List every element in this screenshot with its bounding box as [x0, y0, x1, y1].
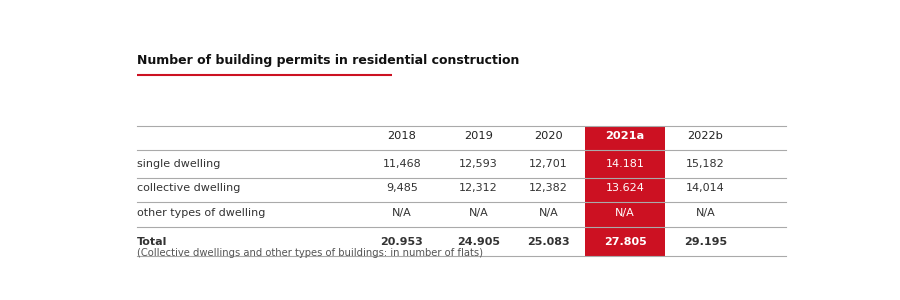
- Text: 15,182: 15,182: [686, 159, 724, 169]
- Text: 29.195: 29.195: [684, 237, 727, 247]
- Text: 11,468: 11,468: [382, 159, 421, 169]
- Text: N/A: N/A: [469, 208, 489, 218]
- Text: Total: Total: [137, 237, 167, 247]
- Text: N/A: N/A: [616, 208, 635, 218]
- Text: other types of dwelling: other types of dwelling: [137, 208, 266, 218]
- Text: 27.805: 27.805: [604, 237, 646, 247]
- Text: Number of building permits in residential construction: Number of building permits in residentia…: [137, 55, 519, 68]
- Text: collective dwelling: collective dwelling: [137, 184, 240, 194]
- Text: 12,312: 12,312: [459, 184, 498, 194]
- Text: (Collective dwellings and other types of buildings: in number of flats): (Collective dwellings and other types of…: [137, 248, 483, 258]
- Text: 14,014: 14,014: [686, 184, 724, 194]
- Text: 13.624: 13.624: [606, 184, 644, 194]
- Text: 2018: 2018: [388, 131, 417, 142]
- Text: 2022b: 2022b: [688, 131, 724, 142]
- Text: single dwelling: single dwelling: [137, 159, 220, 169]
- Text: 2021a: 2021a: [606, 131, 644, 142]
- Text: 9,485: 9,485: [386, 184, 418, 194]
- Text: N/A: N/A: [696, 208, 716, 218]
- Text: N/A: N/A: [392, 208, 412, 218]
- Text: 12,593: 12,593: [459, 159, 498, 169]
- Text: 25.083: 25.083: [527, 237, 570, 247]
- Text: 14.181: 14.181: [606, 159, 644, 169]
- Text: 12,382: 12,382: [529, 184, 568, 194]
- Text: N/A: N/A: [538, 208, 558, 218]
- Text: 24.905: 24.905: [457, 237, 500, 247]
- Text: 20.953: 20.953: [381, 237, 423, 247]
- Text: 12,701: 12,701: [529, 159, 568, 169]
- Text: 2020: 2020: [534, 131, 562, 142]
- Bar: [585, 126, 665, 256]
- Text: 2019: 2019: [464, 131, 493, 142]
